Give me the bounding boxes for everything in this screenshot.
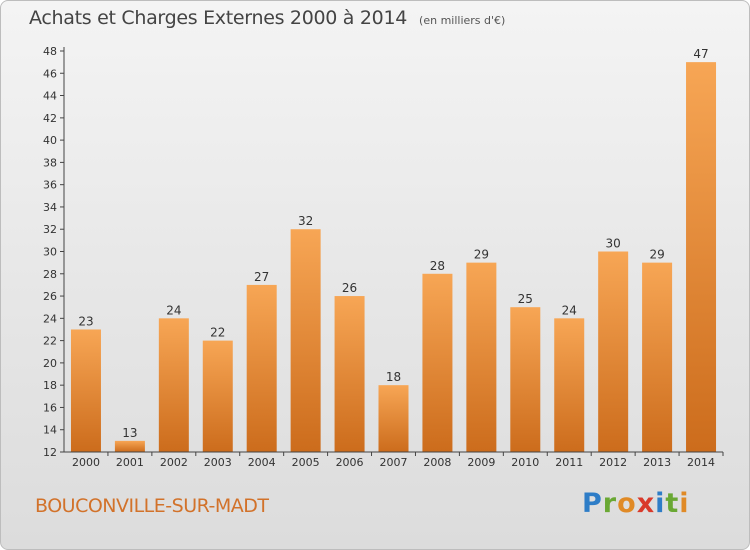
x-tick-label-2001: 2001 (116, 456, 144, 469)
brand-letter: t (665, 488, 680, 519)
y-tick-label: 46 (43, 67, 57, 80)
x-tick-label-2013: 2013 (643, 456, 671, 469)
bar-2012 (598, 251, 629, 452)
y-tick-label: 38 (43, 156, 57, 169)
data-label-2005: 32 (298, 214, 313, 228)
y-tick-label: 48 (43, 45, 57, 58)
data-label-2011: 24 (562, 303, 577, 317)
y-tick-label: 26 (43, 290, 57, 303)
brand-letter: x (636, 488, 656, 519)
town-name: BOUCONVILLE-SUR-MADT (35, 495, 269, 517)
y-tick-label: 30 (43, 246, 57, 259)
chart-title: Achats et Charges Externes 2000 à 2014 (29, 7, 408, 29)
x-tick-label-2005: 2005 (292, 456, 320, 469)
y-tick-label: 14 (43, 424, 57, 437)
bar-2007 (378, 385, 409, 452)
y-tick-label: 40 (43, 134, 57, 147)
bar-2002 (158, 318, 189, 452)
bar-2011 (554, 318, 585, 452)
x-tick-label-2008: 2008 (423, 456, 451, 469)
y-tick-label: 16 (43, 401, 57, 414)
data-label-2009: 29 (474, 248, 489, 262)
x-tick-label-2006: 2006 (336, 456, 364, 469)
data-label-2002: 24 (166, 303, 181, 317)
data-label-2004: 27 (254, 270, 269, 284)
y-tick-label: 42 (43, 112, 57, 125)
data-label-2010: 25 (518, 292, 533, 306)
y-tick-label: 18 (43, 379, 57, 392)
brand-letter: o (617, 488, 637, 519)
data-label-2008: 28 (430, 259, 445, 273)
bar-2009 (466, 262, 497, 452)
chart-subtitle: (en milliers d'€) (419, 14, 506, 27)
bars: 23 13 24 22 27 32 26 18 28 29 25 24 30 29 47 (70, 47, 717, 453)
data-label-2014: 47 (693, 47, 708, 61)
y-tick-label: 32 (43, 223, 57, 236)
data-label-2007: 18 (386, 370, 401, 384)
bar-2005 (290, 229, 321, 452)
brand-letter: i (655, 488, 666, 519)
chart-title-block: Achats et Charges Externes 2000 à 2014 (e… (29, 7, 505, 29)
bar-2006 (334, 296, 365, 452)
y-tick-label: 34 (43, 201, 57, 214)
data-label-2001: 13 (122, 426, 137, 440)
y-tick-label: 12 (43, 446, 57, 459)
data-label-2006: 26 (342, 281, 357, 295)
data-label-2000: 23 (78, 314, 93, 328)
bar-2004 (246, 284, 277, 452)
y-tick-label: 44 (43, 90, 57, 103)
data-label-2012: 30 (606, 237, 621, 251)
bar-2000 (70, 329, 101, 452)
x-tick-label-2007: 2007 (380, 456, 408, 469)
proxiti-logo: Proxiti (582, 488, 690, 519)
brand-letter: r (602, 488, 618, 519)
x-tick-label-2004: 2004 (248, 456, 276, 469)
y-tick-label: 36 (43, 179, 57, 192)
bar-2001 (114, 440, 145, 452)
bar-2003 (202, 340, 233, 452)
y-tick-label: 22 (43, 335, 57, 348)
bar-2008 (422, 273, 453, 452)
x-tick-label-2012: 2012 (599, 456, 627, 469)
brand-letter: P (582, 488, 603, 519)
x-axis: 2000 2001 2002 2003 2004 2005 2006 2007 2008 2009… (64, 451, 724, 469)
brand-letter: i (679, 488, 690, 519)
data-label-2003: 22 (210, 326, 225, 340)
bar-2014 (686, 62, 717, 453)
x-tick-label-2000: 2000 (72, 456, 100, 469)
y-axis: 12 14 16 18 20 22 24 26 28 30 32 34 36 38 40 42 44 46 48 (43, 45, 65, 459)
y-tick-label: 20 (43, 357, 57, 370)
x-tick-label-2002: 2002 (160, 456, 188, 469)
x-tick-label-2011: 2011 (555, 456, 583, 469)
y-tick-label: 24 (43, 312, 57, 325)
x-tick-label-2003: 2003 (204, 456, 232, 469)
y-tick-label: 28 (43, 268, 57, 281)
data-label-2013: 29 (649, 248, 664, 262)
x-tick-label-2009: 2009 (467, 456, 495, 469)
bar-2013 (642, 262, 673, 452)
bar-2010 (510, 307, 541, 452)
x-tick-label-2010: 2010 (511, 456, 539, 469)
x-tick-label-2014: 2014 (687, 456, 715, 469)
